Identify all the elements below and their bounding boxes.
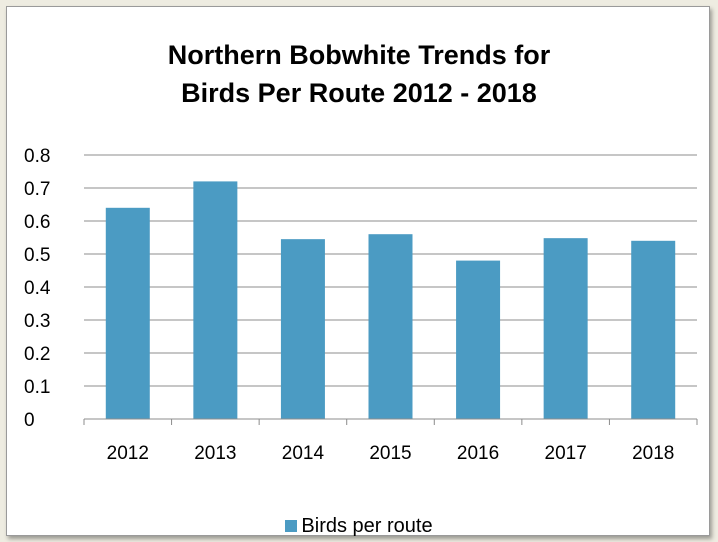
- y-tick-label: 0.1: [24, 377, 50, 398]
- bar: [631, 240, 676, 419]
- x-tick-label: 2018: [632, 443, 674, 464]
- x-tick-label: 2017: [545, 443, 587, 464]
- chart-title-line-1: Northern Bobwhite Trends for: [167, 40, 551, 70]
- legend-label: Birds per route: [301, 515, 433, 537]
- y-tick-label: 0.8: [24, 146, 50, 167]
- y-tick-label: 0.4: [24, 278, 51, 299]
- x-tick-label: 2015: [369, 443, 411, 464]
- bar: [456, 260, 501, 419]
- y-tick-label: 0.7: [24, 179, 50, 200]
- chart-title-line-2: Birds Per Route 2012 - 2018: [181, 78, 537, 108]
- y-tick-label: 0.6: [24, 212, 50, 233]
- legend-swatch: [285, 520, 298, 532]
- bar: [193, 181, 238, 419]
- x-tick-label: 2012: [107, 443, 149, 464]
- bar: [105, 207, 150, 419]
- x-tick-label: 2013: [194, 443, 236, 464]
- y-tick-label: 0.5: [24, 245, 50, 266]
- y-tick-label: 0.2: [24, 344, 50, 365]
- x-tick-label: 2016: [457, 443, 499, 464]
- bar: [543, 238, 588, 419]
- y-tick-label: 0.3: [24, 311, 50, 332]
- bar: [368, 234, 413, 419]
- y-tick-label: 0: [24, 410, 35, 431]
- bar: [280, 239, 325, 419]
- legend: Birds per route: [0, 514, 718, 538]
- x-tick-label: 2014: [282, 443, 325, 464]
- chart-title: Northern Bobwhite Trends for Birds Per R…: [0, 36, 718, 112]
